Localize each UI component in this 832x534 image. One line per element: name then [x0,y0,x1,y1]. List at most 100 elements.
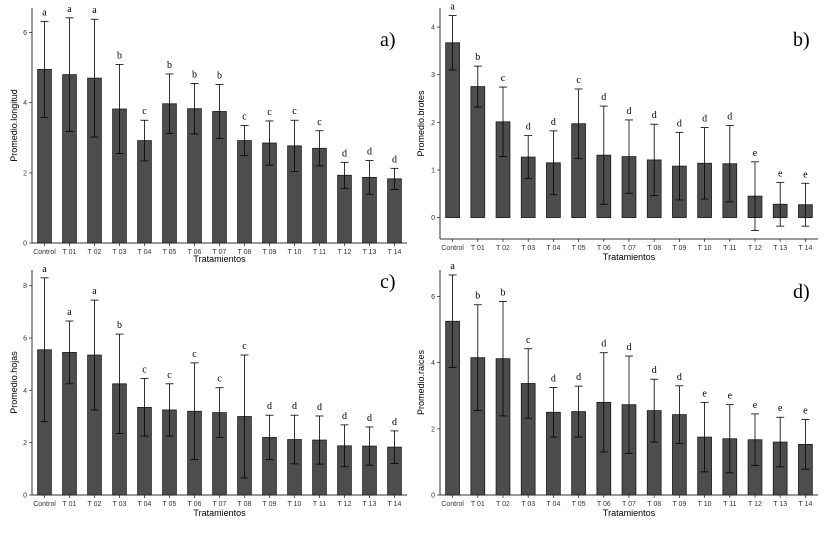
significance-letter: b [167,60,172,71]
significance-letter: d [551,373,556,384]
y-tick-label: 8 [23,283,27,290]
x-tick-label: T 07 [213,501,227,508]
significance-letter: d [392,417,397,428]
significance-letter: a [450,2,455,13]
significance-letter: b [217,70,222,81]
x-tick-label: T 13 [363,249,377,256]
significance-letter: e [803,169,808,180]
y-axis-title: Promedio.brotes [416,90,426,157]
x-tick-label: T 12 [338,249,352,256]
significance-letter: c [292,106,297,117]
x-tick-label: T 09 [672,245,686,252]
x-tick-label: T 13 [363,501,377,508]
significance-letter: a [42,7,47,18]
significance-letter: b [192,69,197,80]
x-tick-label: T 06 [597,501,611,508]
significance-letter: a [67,307,72,318]
significance-letter: d [677,118,682,129]
x-tick-label: T 11 [723,501,736,508]
x-tick-label: T 06 [188,249,202,256]
x-tick-label: T 11 [313,501,326,508]
x-axis-title: Tratamientos [193,254,246,264]
x-tick-label: T 03 [113,501,127,508]
panel-label: a) [380,29,396,51]
x-tick-label: T 05 [163,501,177,508]
x-tick-label: T 09 [263,249,277,256]
panel-c: 0 2 4 6 8 a Control a T 01 a T 02 b T 03 c T 04 c T 05 c T… [9,264,407,518]
y-tick-label: 2 [23,440,27,447]
panel-label: c) [380,271,396,293]
x-tick-label: T 01 [63,501,77,508]
significance-letter: a [42,264,47,275]
significance-letter: d [652,110,657,121]
x-tick-label: T 09 [672,501,686,508]
significance-letter: e [753,148,758,159]
y-tick-label: 0 [431,493,435,500]
x-tick-label: T 12 [748,245,762,252]
x-tick-label: T 01 [471,245,485,252]
x-tick-label: T 13 [773,501,787,508]
y-tick-label: 2 [431,120,435,127]
significance-letter: c [242,341,247,352]
x-tick-label: T 05 [572,245,586,252]
significance-letter: d [601,92,606,103]
x-tick-label: T 01 [471,501,485,508]
significance-letter: c [317,117,322,128]
significance-letter: d [551,117,556,128]
x-tick-label: T 02 [496,501,510,508]
y-tick-label: 4 [431,25,435,32]
x-tick-label: Control [441,501,464,508]
significance-letter: c [242,112,247,123]
y-tick-label: 1 [431,167,435,174]
significance-letter: d [627,106,632,117]
significance-letter: e [778,168,783,179]
significance-letter: b [501,287,506,298]
significance-letter: d [576,372,581,383]
x-tick-label: T 08 [647,245,661,252]
significance-letter: e [702,388,707,399]
x-tick-label: T 14 [798,501,812,508]
significance-letter: d [601,339,606,350]
y-axis-title: Promedio.hojas [9,351,19,414]
x-tick-label: T 03 [521,501,535,508]
significance-letter: c [142,106,147,117]
significance-letter: d [317,402,322,413]
x-tick-label: T 02 [88,501,102,508]
significance-letter: b [117,50,122,61]
y-tick-label: 6 [431,294,435,301]
significance-letter: c [576,75,581,86]
y-tick-label: 0 [23,493,27,500]
significance-letter: c [526,335,531,346]
x-tick-label: T 02 [88,249,102,256]
significance-letter: c [192,349,197,360]
significance-letter: d [267,401,272,412]
significance-letter: c [501,73,506,84]
y-axis-title: Promedio.raices [416,349,426,415]
x-tick-label: Control [33,249,56,256]
significance-letter: c [167,370,172,381]
panel-label: d) [793,281,810,303]
significance-letter: c [267,107,272,118]
panel-d: 0 2 4 6 a Control b T 01 b T 02 c T 03 d T 04 d T 05 d T … [416,261,818,518]
x-tick-label: T 10 [698,501,712,508]
x-tick-label: T 06 [597,245,611,252]
x-tick-label: T 02 [496,245,510,252]
significance-letter: d [392,154,397,165]
significance-letter: d [342,411,347,422]
x-tick-label: T 12 [748,501,762,508]
significance-letter: a [92,286,97,297]
significance-letter: d [627,342,632,353]
x-tick-label: Control [33,501,56,508]
significance-letter: d [727,112,732,123]
x-tick-label: T 13 [773,245,787,252]
significance-letter: e [728,391,733,402]
y-tick-label: 2 [431,426,435,433]
y-tick-label: 0 [431,215,435,222]
y-tick-label: 3 [431,72,435,79]
significance-letter: d [652,365,657,376]
significance-letter: b [475,291,480,302]
panel-a: 0 2 4 6 a Control a T 01 a T 02 b T 03 c T 04 b T 05 b T … [9,4,407,264]
x-tick-label: T 03 [521,245,535,252]
